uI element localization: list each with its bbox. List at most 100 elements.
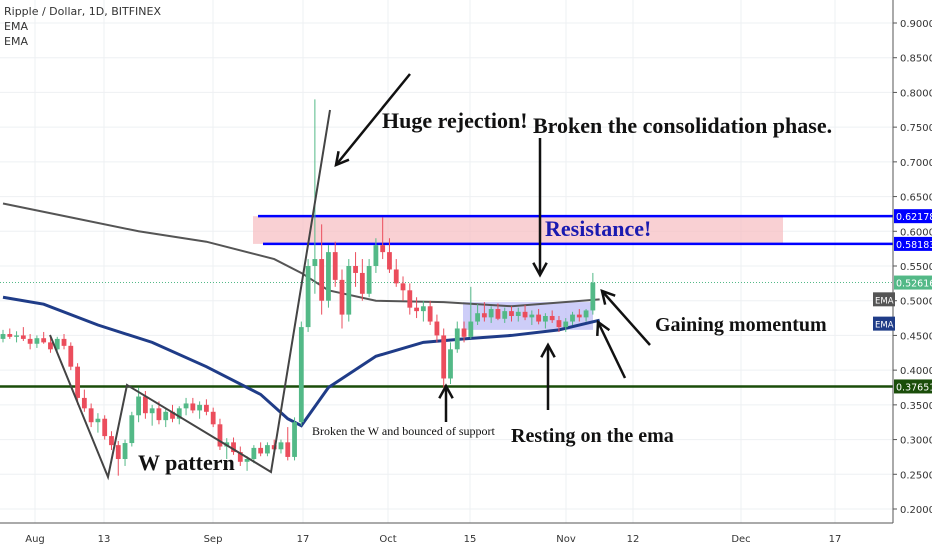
candle-body [373, 245, 379, 266]
price-tag-current: 0.52616 [896, 279, 932, 290]
candle-body [0, 334, 6, 339]
indicator-ema-2[interactable]: EMA [4, 35, 28, 48]
candle-body [142, 396, 148, 414]
candle-body [34, 338, 40, 344]
price-tag-resistance-lower: 0.58183 [896, 240, 932, 251]
candle-body [353, 266, 358, 273]
candle-body [529, 314, 535, 318]
candle-body [149, 408, 155, 414]
chart-legend: Ripple / Dollar, 1D, BITFINEX EMA EMA [4, 4, 161, 49]
candle-body [549, 315, 555, 321]
candle-body [95, 418, 101, 423]
candle-body [305, 266, 311, 328]
candle-body [204, 404, 209, 412]
candle-body [393, 269, 399, 284]
price-tag-current-bg [894, 275, 932, 290]
candle-body [48, 342, 53, 350]
candle-body [75, 366, 80, 398]
annotation-broken-w: Broken the W and bounced of support [312, 424, 495, 438]
candle-body [536, 314, 542, 322]
annotation-resistance: Resistance! [545, 216, 652, 241]
candle-body [285, 442, 291, 457]
candle-body [170, 411, 175, 419]
candle-body [122, 443, 128, 460]
time-tick-label: Sep [204, 534, 223, 545]
candle-body [292, 422, 297, 457]
candle-body [509, 311, 514, 316]
resistance-zone [253, 216, 783, 244]
candle-body [475, 313, 480, 322]
candle-body [136, 396, 141, 416]
arrow-huge-rejection-head [334, 151, 350, 168]
candle-body [326, 252, 331, 301]
candle-body [176, 408, 182, 419]
candle-body [359, 272, 365, 294]
ema-tag-fast-bg [873, 292, 895, 307]
time-tick-label: 17 [297, 534, 310, 545]
time-tick-label: 13 [98, 534, 111, 545]
indicator-ema-1[interactable]: EMA [4, 20, 28, 33]
candle-body [522, 311, 528, 318]
price-tag-resistance-lower-bg [894, 236, 932, 251]
price-tag-support: 0.37651 [896, 382, 932, 393]
time-tick-label: Dec [731, 534, 750, 545]
candle-body [237, 452, 243, 462]
candle-body [183, 403, 189, 409]
candle-body [251, 447, 257, 460]
price-tick-label: 0.20000 [900, 505, 932, 516]
candle-body [27, 338, 33, 344]
candle-body [278, 442, 284, 450]
time-tick-label: Nov [556, 534, 576, 545]
candle-body [380, 245, 386, 253]
candle-body [102, 418, 108, 437]
candle-body [488, 309, 494, 318]
time-tick-label: Aug [25, 534, 45, 545]
annotation-broken-consolidation: Broken the consolidation phase. [533, 113, 833, 138]
price-tag-resistance-upper-bg [894, 209, 932, 224]
candle-body [400, 283, 406, 291]
candle-body [312, 259, 318, 266]
candle-body [407, 290, 413, 308]
ema-tag-slow: EMA [875, 321, 894, 331]
arrow-gaining-momentum-1-head [600, 289, 616, 305]
time-tick-label: 17 [829, 534, 842, 545]
candle-body [156, 408, 162, 421]
candle-body [265, 445, 270, 454]
candle-body [454, 328, 460, 350]
candle-body [502, 311, 508, 319]
arrow-huge-rejection [335, 73, 411, 166]
candle-body [346, 266, 352, 315]
candle-body [210, 411, 216, 425]
candle-body [319, 259, 325, 301]
candle-body [197, 404, 203, 411]
candle-body [366, 266, 372, 294]
candle-body [332, 252, 338, 280]
candle-body [387, 252, 392, 270]
candle-body [515, 311, 521, 316]
candle-body [68, 345, 74, 367]
candle-body [420, 306, 426, 312]
candle-body [20, 335, 26, 339]
candle-body [448, 349, 453, 379]
candle-body [414, 307, 419, 312]
candle-body [570, 314, 575, 322]
candle-body [427, 306, 433, 322]
ema-fast-line [2, 202, 600, 308]
candle-body [481, 313, 487, 318]
arrow-gaining-momentum-1 [601, 290, 651, 346]
candle-body [339, 279, 345, 315]
arrow-gaining-momentum-2-head [596, 319, 611, 337]
candle-body [543, 315, 548, 322]
candle-body [258, 447, 264, 454]
candle-body [129, 415, 135, 444]
time-tick-label: 15 [464, 534, 477, 545]
